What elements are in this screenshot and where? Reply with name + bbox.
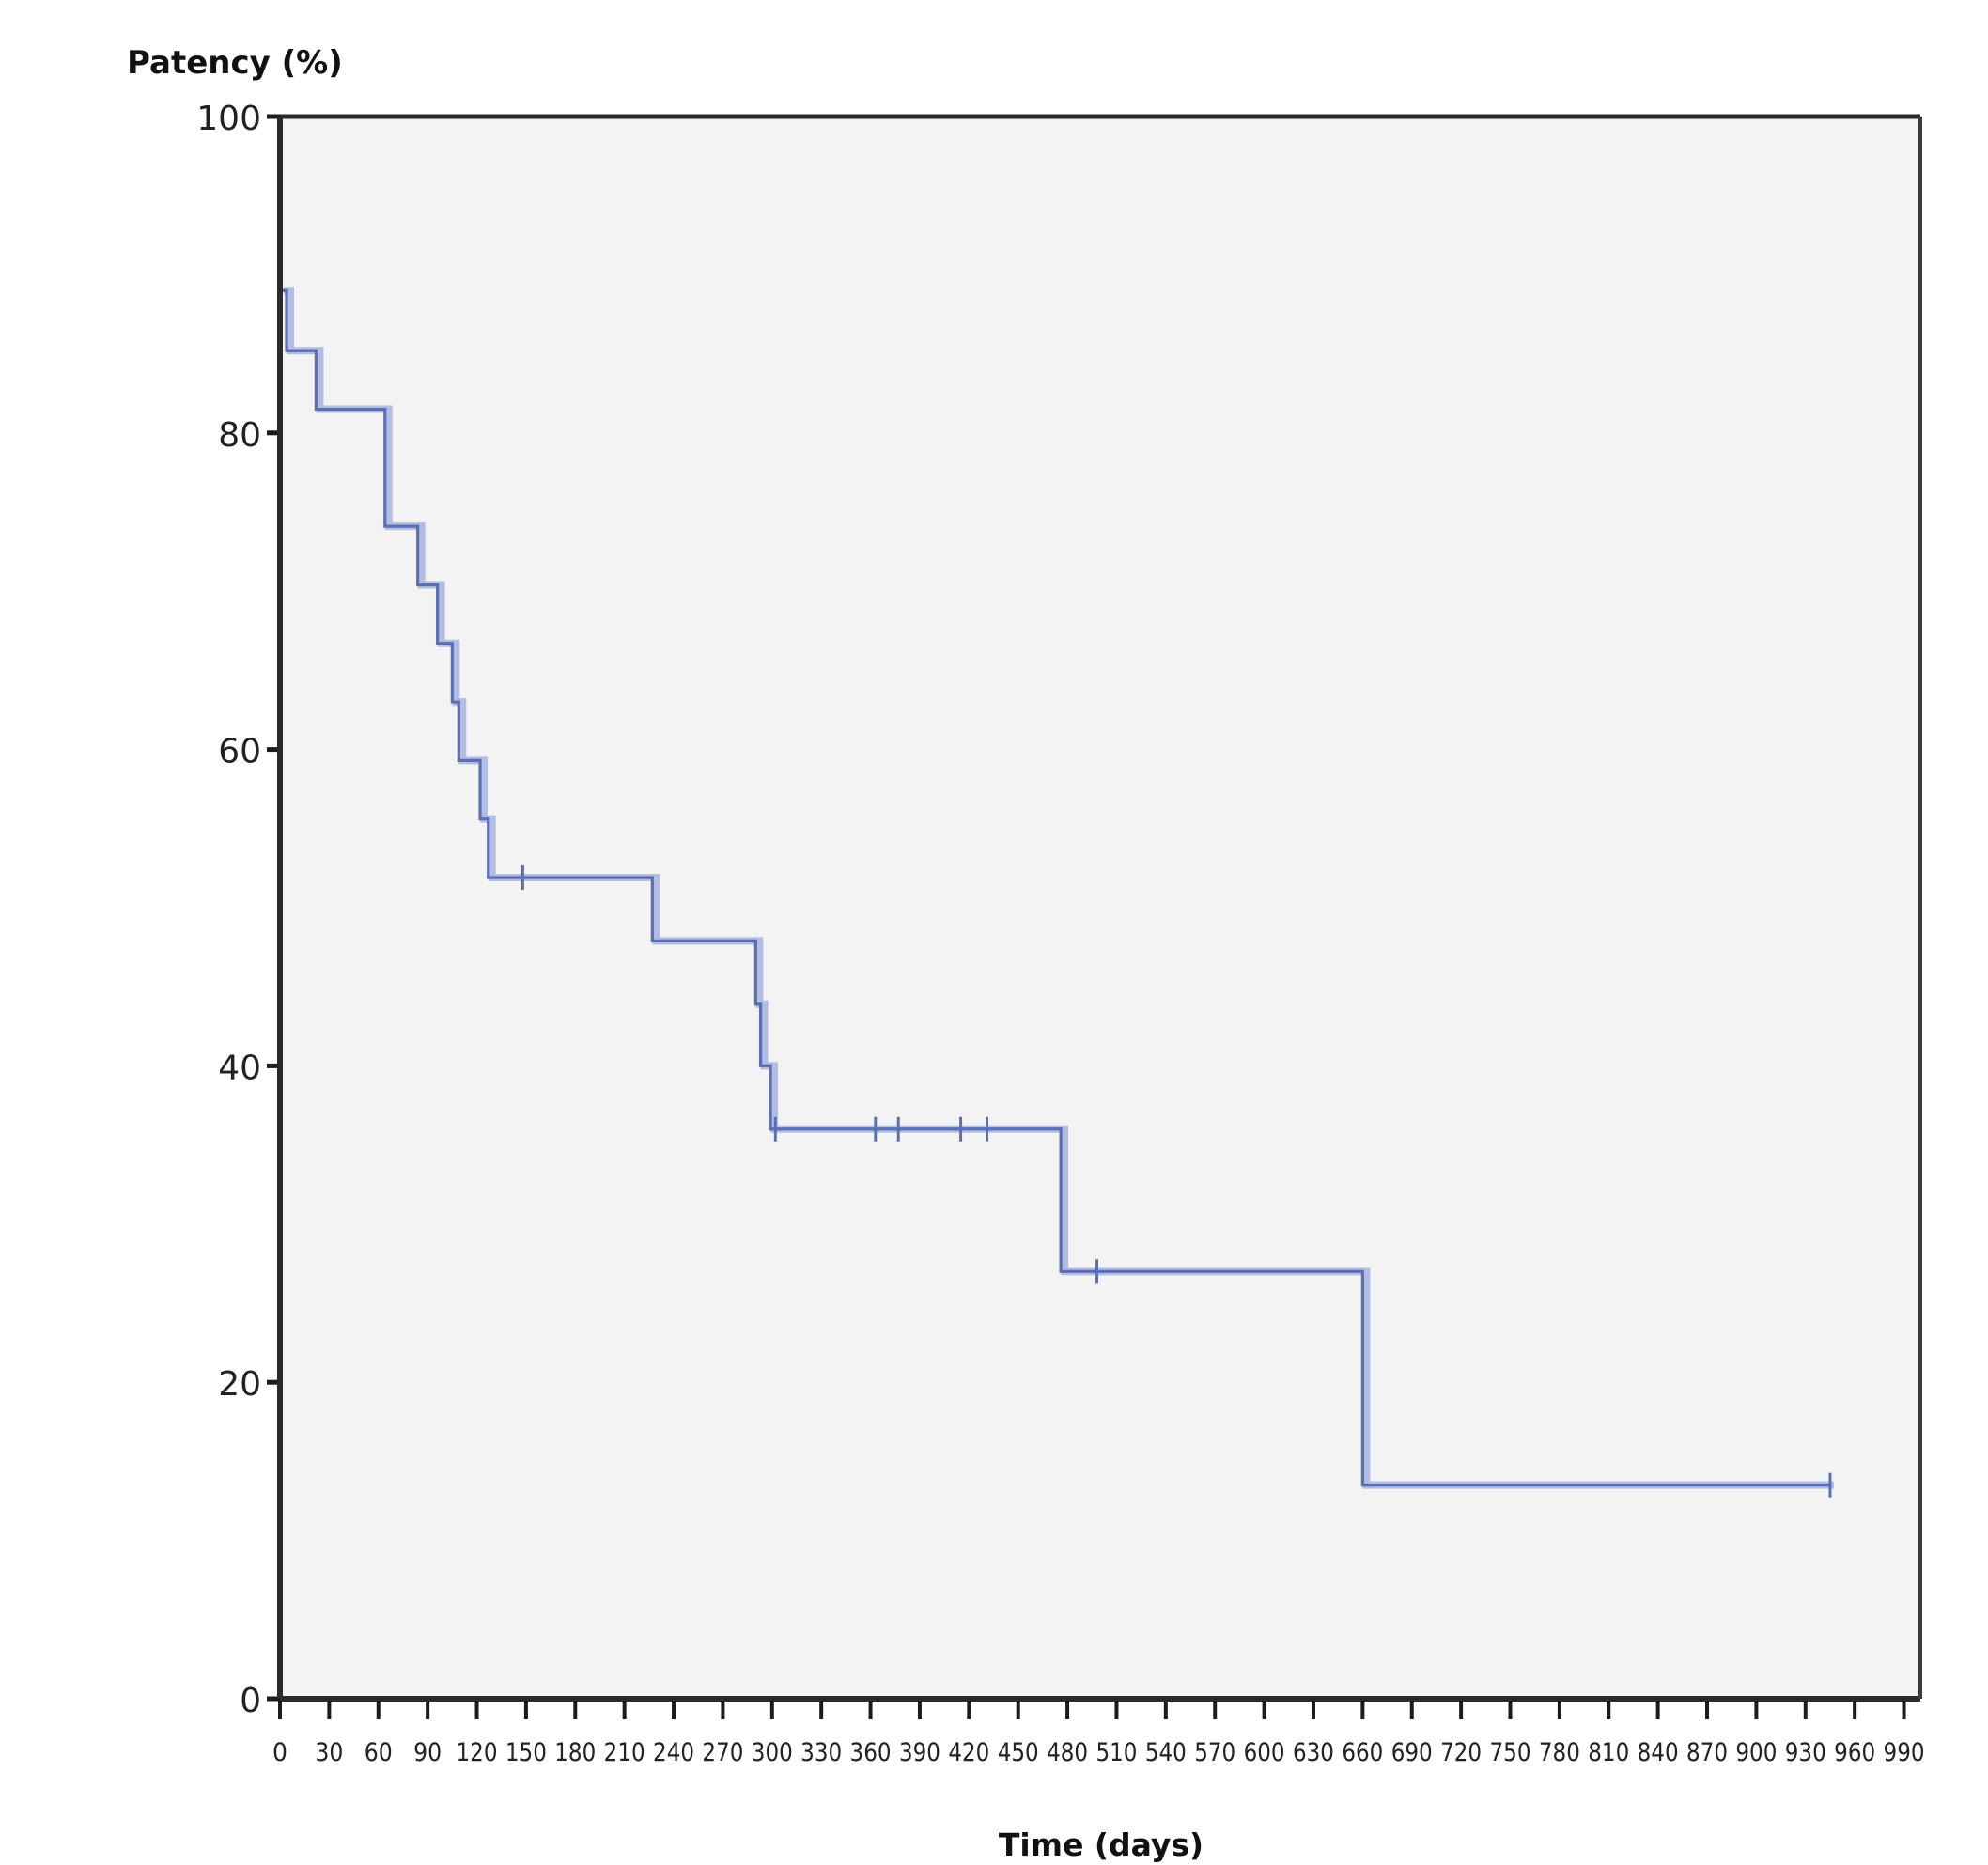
x-tick-label: 90 bbox=[413, 1738, 442, 1767]
x-tick-label: 720 bbox=[1440, 1738, 1482, 1767]
x-tick-label: 240 bbox=[653, 1738, 694, 1767]
x-tick-label: 60 bbox=[365, 1738, 393, 1767]
x-tick-label: 420 bbox=[948, 1738, 989, 1767]
x-tick-label: 900 bbox=[1735, 1738, 1777, 1767]
x-tick-label: 780 bbox=[1539, 1738, 1580, 1767]
x-tick-label: 330 bbox=[800, 1738, 842, 1767]
x-tick-label: 510 bbox=[1095, 1738, 1137, 1767]
plot-frame bbox=[277, 114, 1922, 1702]
x-axis-title: Time (days) bbox=[999, 1826, 1204, 1863]
x-tick-label: 750 bbox=[1490, 1738, 1531, 1767]
x-axis-ticks: 0 30 60 90 120 150 180 210 240 270 300 330 360 390 420… bbox=[272, 1699, 1925, 1767]
x-tick-label: 840 bbox=[1638, 1738, 1679, 1767]
x-tick-label: 270 bbox=[702, 1738, 743, 1767]
y-tick-label: 100 bbox=[196, 100, 261, 138]
x-tick-label: 990 bbox=[1884, 1738, 1925, 1767]
y-tick-label: 60 bbox=[218, 733, 261, 771]
y-tick-label: 20 bbox=[218, 1365, 261, 1404]
x-tick-label: 150 bbox=[505, 1738, 547, 1767]
x-tick-label: 300 bbox=[752, 1738, 793, 1767]
x-tick-label: 810 bbox=[1588, 1738, 1629, 1767]
x-tick-label: 390 bbox=[899, 1738, 940, 1767]
x-tick-label: 930 bbox=[1785, 1738, 1826, 1767]
x-tick-label: 210 bbox=[604, 1738, 645, 1767]
x-tick-label: 30 bbox=[315, 1738, 343, 1767]
plot-area bbox=[280, 117, 1920, 1699]
x-tick-label: 450 bbox=[998, 1738, 1039, 1767]
x-tick-label: 180 bbox=[554, 1738, 596, 1767]
x-tick-label: 570 bbox=[1194, 1738, 1235, 1767]
x-tick-label: 870 bbox=[1686, 1738, 1728, 1767]
series-layer bbox=[280, 287, 1834, 1498]
y-tick-label: 80 bbox=[218, 416, 261, 455]
x-tick-label: 120 bbox=[457, 1738, 498, 1767]
y-tick-label: 0 bbox=[240, 1682, 261, 1720]
x-tick-label: 630 bbox=[1293, 1738, 1334, 1767]
x-tick-label: 600 bbox=[1244, 1738, 1285, 1767]
y-axis-title: Patency (%) bbox=[127, 44, 343, 82]
x-tick-label: 0 bbox=[272, 1738, 287, 1767]
x-tick-label: 660 bbox=[1342, 1738, 1383, 1767]
x-tick-label: 690 bbox=[1391, 1738, 1433, 1767]
x-tick-label: 540 bbox=[1145, 1738, 1187, 1767]
x-tick-label: 960 bbox=[1834, 1738, 1875, 1767]
x-tick-label: 480 bbox=[1047, 1738, 1088, 1767]
y-tick-label: 40 bbox=[218, 1049, 261, 1087]
y-axis-ticks: 0 20 40 60 80 100 bbox=[196, 100, 280, 1720]
x-tick-label: 360 bbox=[850, 1738, 892, 1767]
survival-step-line bbox=[280, 288, 1830, 1487]
